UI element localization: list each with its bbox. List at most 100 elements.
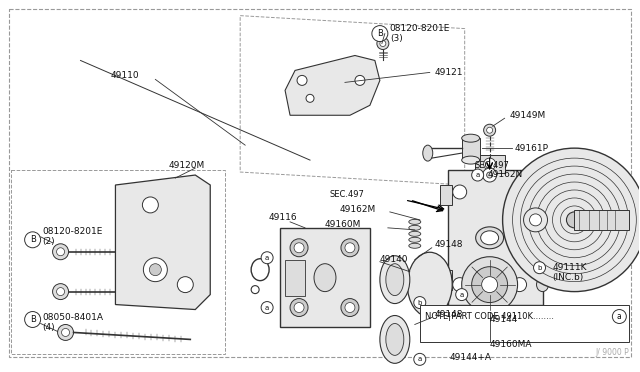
Text: 49144: 49144 xyxy=(490,315,518,324)
Circle shape xyxy=(261,302,273,314)
Circle shape xyxy=(529,214,541,226)
Circle shape xyxy=(456,289,468,301)
Ellipse shape xyxy=(461,156,479,164)
Circle shape xyxy=(377,38,389,49)
Bar xyxy=(475,155,504,173)
Circle shape xyxy=(612,310,627,324)
Text: a: a xyxy=(476,172,480,178)
Circle shape xyxy=(502,148,640,292)
Circle shape xyxy=(58,324,74,340)
Polygon shape xyxy=(115,175,210,310)
Circle shape xyxy=(261,252,273,264)
Circle shape xyxy=(143,258,167,282)
Bar xyxy=(448,170,543,305)
Circle shape xyxy=(25,311,40,327)
Circle shape xyxy=(414,296,426,308)
Text: J/ 9000 P: J/ 9000 P xyxy=(596,348,629,357)
Circle shape xyxy=(484,158,495,170)
Ellipse shape xyxy=(409,219,420,224)
Text: NOTE|PART CODE 49110K........: NOTE|PART CODE 49110K........ xyxy=(425,312,554,321)
Circle shape xyxy=(461,257,518,312)
Circle shape xyxy=(52,283,68,299)
Circle shape xyxy=(472,267,508,302)
Bar xyxy=(280,228,370,327)
Circle shape xyxy=(177,277,193,293)
Circle shape xyxy=(452,278,467,292)
Text: 49140: 49140 xyxy=(380,255,408,264)
Bar xyxy=(420,305,629,342)
Circle shape xyxy=(486,172,493,178)
Text: SEC.497: SEC.497 xyxy=(475,161,509,170)
Text: 49160M: 49160M xyxy=(325,220,362,230)
Text: 08050-8401A: 08050-8401A xyxy=(43,313,104,322)
Ellipse shape xyxy=(423,145,433,161)
Circle shape xyxy=(290,239,308,257)
Text: 49148: 49148 xyxy=(435,310,463,319)
Circle shape xyxy=(483,168,497,182)
Ellipse shape xyxy=(536,186,548,200)
Ellipse shape xyxy=(380,315,410,363)
Text: 49116: 49116 xyxy=(268,214,297,222)
Circle shape xyxy=(306,94,314,102)
Circle shape xyxy=(472,169,484,181)
Text: 49162N: 49162N xyxy=(488,170,523,179)
Ellipse shape xyxy=(380,256,410,304)
Text: 49149M: 49149M xyxy=(509,111,546,120)
Circle shape xyxy=(294,302,304,312)
Text: B: B xyxy=(377,29,383,38)
Text: 49160MA: 49160MA xyxy=(490,340,532,349)
Circle shape xyxy=(513,278,527,292)
Ellipse shape xyxy=(386,264,404,296)
Text: SEC.497: SEC.497 xyxy=(330,190,365,199)
Text: 49121: 49121 xyxy=(435,68,463,77)
Text: 49144+A: 49144+A xyxy=(450,353,492,362)
Circle shape xyxy=(524,208,547,232)
Text: 49120M: 49120M xyxy=(168,161,205,170)
Circle shape xyxy=(486,127,493,133)
Text: a: a xyxy=(265,305,269,311)
Circle shape xyxy=(341,299,359,317)
Circle shape xyxy=(345,243,355,253)
Circle shape xyxy=(414,353,426,365)
Circle shape xyxy=(56,288,65,296)
Ellipse shape xyxy=(536,278,548,292)
Text: (2): (2) xyxy=(43,237,55,246)
Text: 49110: 49110 xyxy=(111,71,139,80)
Ellipse shape xyxy=(409,225,420,230)
Circle shape xyxy=(482,277,498,293)
Circle shape xyxy=(294,243,304,253)
Text: 08120-8201E: 08120-8201E xyxy=(43,227,103,236)
Circle shape xyxy=(484,124,495,136)
Ellipse shape xyxy=(481,231,499,245)
Ellipse shape xyxy=(409,237,420,242)
Text: b: b xyxy=(417,299,422,305)
Text: 49162M: 49162M xyxy=(340,205,376,214)
Circle shape xyxy=(297,76,307,86)
Text: 49161P: 49161P xyxy=(515,144,548,153)
Ellipse shape xyxy=(407,252,452,317)
Circle shape xyxy=(25,232,40,248)
Bar xyxy=(11,170,225,355)
Ellipse shape xyxy=(476,227,504,249)
Ellipse shape xyxy=(314,264,336,292)
Circle shape xyxy=(566,212,582,228)
Circle shape xyxy=(52,244,68,260)
Circle shape xyxy=(345,302,355,312)
Text: B: B xyxy=(29,315,36,324)
Text: B: B xyxy=(29,235,36,244)
Text: a: a xyxy=(460,292,464,298)
Text: (4): (4) xyxy=(43,323,55,332)
Bar xyxy=(461,138,479,160)
Text: (INC.b): (INC.b) xyxy=(552,273,584,282)
Text: b: b xyxy=(538,265,541,271)
Text: (3): (3) xyxy=(390,34,403,43)
Circle shape xyxy=(534,262,545,274)
Circle shape xyxy=(355,76,365,86)
Circle shape xyxy=(290,299,308,317)
Bar xyxy=(440,270,452,290)
Text: 08120-8201E: 08120-8201E xyxy=(390,24,450,33)
Bar xyxy=(440,185,452,205)
Text: a: a xyxy=(265,255,269,261)
Circle shape xyxy=(341,239,359,257)
Circle shape xyxy=(61,328,70,336)
